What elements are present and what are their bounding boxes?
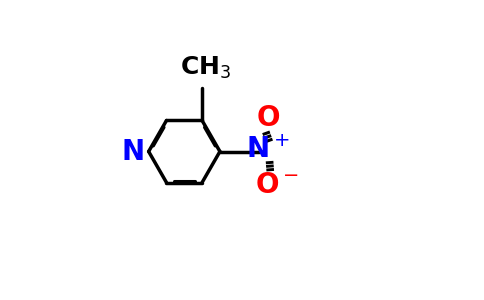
Text: O: O bbox=[256, 103, 280, 132]
Text: N$^+$: N$^+$ bbox=[246, 136, 290, 164]
Text: N: N bbox=[121, 137, 145, 166]
Text: CH$_3$: CH$_3$ bbox=[181, 55, 232, 81]
Text: O$^-$: O$^-$ bbox=[255, 171, 299, 200]
